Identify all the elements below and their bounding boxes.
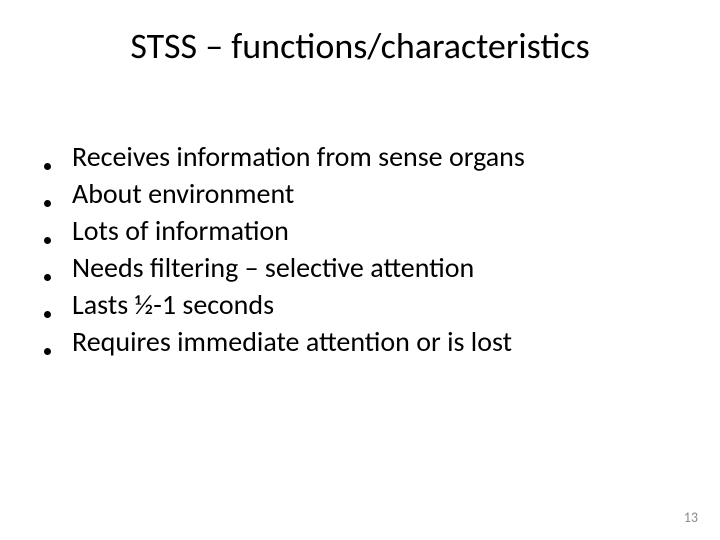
list-item: Requires immediate attention or is lost <box>44 325 680 360</box>
bullet-icon <box>44 177 72 212</box>
list-item-text: Receives information from sense organs <box>72 140 680 173</box>
bullet-icon <box>44 325 72 360</box>
list-item-text: About environment <box>72 177 680 210</box>
slide-title: STSS – functions/characteristics <box>0 24 720 68</box>
list-item: Lots of information <box>44 214 680 249</box>
list-item-text: Lasts ½-1 seconds <box>72 288 680 321</box>
bullet-icon <box>44 251 72 286</box>
list-item-text: Needs filtering – selective attention <box>72 251 680 284</box>
list-item: About environment <box>44 177 680 212</box>
list-item: Lasts ½-1 seconds <box>44 288 680 323</box>
list-item-text: Requires immediate attention or is lost <box>72 325 680 358</box>
page-number: 13 <box>684 509 698 526</box>
bullet-icon <box>44 288 72 323</box>
bullet-list: Receives information from sense organs A… <box>44 140 680 362</box>
list-item: Receives information from sense organs <box>44 140 680 175</box>
list-item-text: Lots of information <box>72 214 680 247</box>
bullet-icon <box>44 140 72 175</box>
bullet-icon <box>44 214 72 249</box>
slide: STSS – functions/characteristics Receive… <box>0 0 720 540</box>
list-item: Needs filtering – selective attention <box>44 251 680 286</box>
